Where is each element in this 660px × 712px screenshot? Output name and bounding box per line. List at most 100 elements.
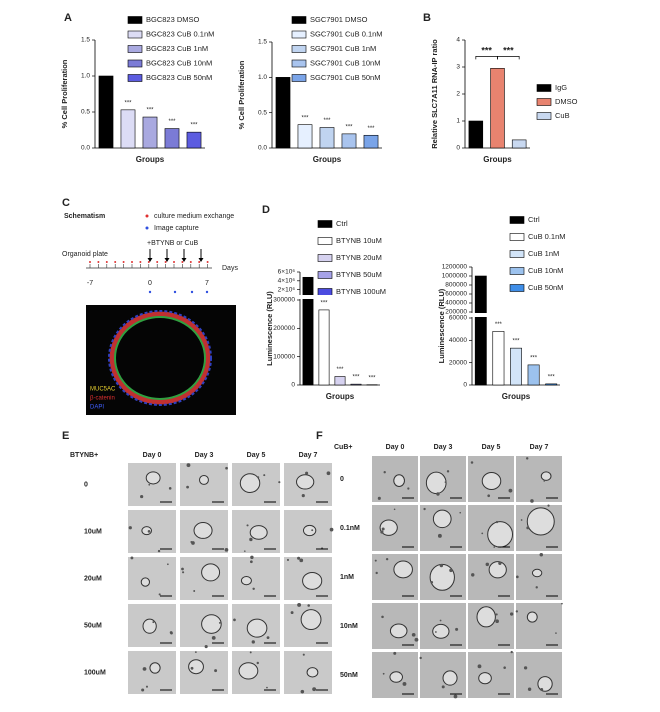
debris xyxy=(385,557,389,561)
debris xyxy=(430,580,434,584)
bar xyxy=(341,133,357,149)
legend-dot xyxy=(145,214,149,218)
y-axis-label: Relative SLC7A11 RNA-IP ratio xyxy=(430,39,439,149)
legend-swatch xyxy=(291,74,307,82)
micrograph xyxy=(232,557,280,600)
y-tick-label: 60000 xyxy=(449,315,467,322)
organoid xyxy=(199,474,209,485)
micrograph xyxy=(516,554,562,600)
significance: *** xyxy=(530,355,538,361)
debris xyxy=(329,527,334,532)
debris xyxy=(414,637,419,642)
y-tick-label: 20000 xyxy=(449,359,467,366)
organoid xyxy=(526,611,538,623)
legend-label: BGC823 CuB 10nM xyxy=(146,58,212,67)
axis-label: Days xyxy=(222,265,238,272)
day-header: Day 5 xyxy=(482,444,501,451)
bar xyxy=(474,275,487,386)
debris xyxy=(157,549,161,553)
organoid xyxy=(481,472,502,491)
panel-label: D xyxy=(262,204,270,216)
legend-swatch xyxy=(127,16,143,24)
debris xyxy=(393,651,397,655)
legend-swatch xyxy=(317,288,333,296)
debris xyxy=(249,537,253,542)
medium-dot xyxy=(122,261,125,263)
organoid xyxy=(389,623,408,639)
axis-break xyxy=(296,295,380,299)
legend-label: CuB xyxy=(555,111,570,120)
significance: *** xyxy=(512,339,520,345)
bar xyxy=(363,134,379,149)
significance: *** xyxy=(367,126,375,132)
significance: *** xyxy=(352,375,360,381)
debris xyxy=(249,560,253,564)
arrow-head xyxy=(164,258,170,262)
grid-treatment: CuB+ xyxy=(334,444,352,451)
debris xyxy=(211,635,216,640)
legend-label: CuB 10nM xyxy=(528,266,563,275)
y-tick-label: 4 xyxy=(456,37,460,44)
organoid xyxy=(478,672,492,685)
medium-dot xyxy=(156,261,159,263)
debris xyxy=(523,666,528,670)
debris xyxy=(142,667,147,671)
legend-swatch xyxy=(509,284,525,292)
y-tick-label: 1.0 xyxy=(258,74,267,81)
debris xyxy=(393,508,396,511)
stain-label: MUC5AC xyxy=(90,387,116,393)
medium-dot xyxy=(114,261,117,263)
legend-label: CuB 1nM xyxy=(528,249,559,258)
y-tick-label: 200000 xyxy=(445,309,467,316)
y-tick-label: 2×10⁶ xyxy=(278,286,296,293)
bar xyxy=(350,383,362,386)
micrograph xyxy=(516,456,562,502)
legend-label: SGC7901 CuB 1nM xyxy=(310,44,376,53)
medium-dot xyxy=(164,261,167,263)
debris xyxy=(225,466,228,470)
legend-swatch xyxy=(291,16,307,24)
debris xyxy=(539,553,544,557)
debris xyxy=(382,672,385,675)
debris xyxy=(477,664,482,669)
axis-break xyxy=(468,313,560,317)
capture-dot xyxy=(190,290,194,294)
legend-swatch xyxy=(509,233,525,241)
organoid xyxy=(302,571,323,590)
organoid-ring xyxy=(109,311,211,405)
panel-label: E xyxy=(62,430,69,442)
y-tick-label: 3 xyxy=(456,64,460,71)
debris xyxy=(493,546,496,548)
micrograph xyxy=(468,554,514,600)
legend-label: BGC823 CuB 0.1nM xyxy=(146,29,214,38)
organoid xyxy=(238,662,259,680)
dose-label: 10nM xyxy=(340,623,358,630)
organoid xyxy=(145,471,161,485)
debris xyxy=(439,619,442,622)
debris xyxy=(301,494,305,498)
significance: *** xyxy=(503,46,514,56)
debris xyxy=(278,481,281,484)
legend-label: SGC7901 CuB 0.1nM xyxy=(310,29,383,38)
organoid xyxy=(537,676,553,692)
y-tick-label: 0 xyxy=(291,382,295,389)
debris xyxy=(439,563,444,568)
legend-label: IgG xyxy=(555,83,567,92)
dose-label: 20uM xyxy=(84,575,102,582)
legend-label: SGC7901 DMSO xyxy=(310,15,368,24)
organoid xyxy=(300,609,322,631)
debris xyxy=(214,669,218,673)
legend-swatch xyxy=(509,216,525,224)
legend-text: culture medium exchange xyxy=(154,213,234,220)
x-axis-label: Groups xyxy=(483,155,512,164)
y-axis-label: % Cell Proliferation xyxy=(60,59,69,128)
bar xyxy=(318,309,330,386)
debris xyxy=(297,556,301,560)
micrograph xyxy=(128,557,176,600)
debris xyxy=(423,507,426,511)
debris xyxy=(525,457,529,460)
organoid xyxy=(379,519,398,536)
y-tick-label: 800000 xyxy=(445,282,467,289)
debris xyxy=(535,586,538,589)
significance: *** xyxy=(146,108,154,114)
